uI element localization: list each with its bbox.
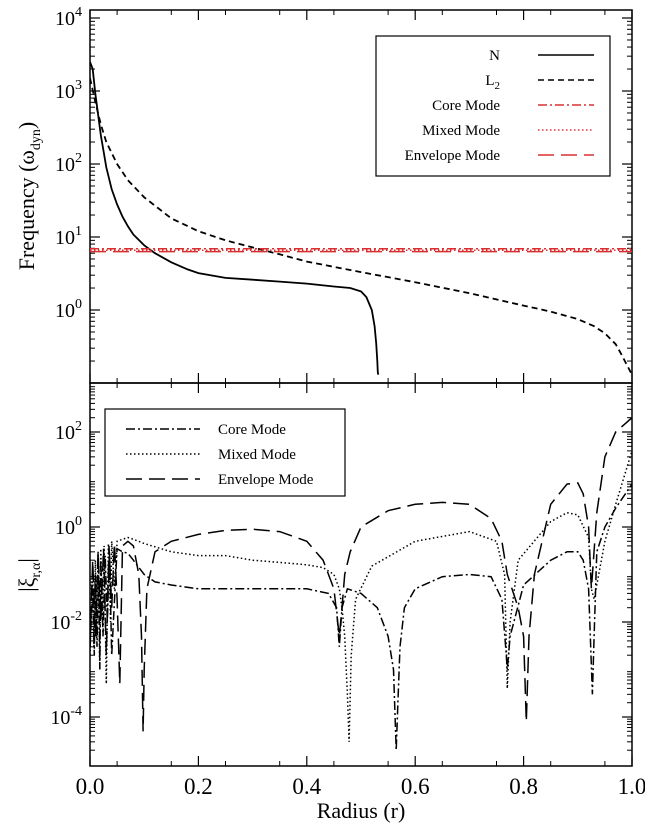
x-tick-label: 0.0 — [76, 774, 105, 799]
bottom-legend: Core Mode Mixed Mode Envelope Mode — [104, 408, 346, 497]
top-legend-label: Envelope Mode — [405, 148, 501, 164]
x-ticks: 0.0 0.2 0.4 0.6 0.8 1.0 — [76, 10, 645, 799]
x-axis-label: Radius (r) — [317, 798, 406, 823]
x-tick-label: 1.0 — [618, 774, 645, 799]
bottom-ytick-label: 10-2 — [50, 609, 82, 634]
top-series-lines — [90, 61, 632, 376]
top-series-l2 — [90, 77, 632, 376]
bottom-legend-label: Mixed Mode — [218, 447, 296, 463]
x-tick-label: 0.2 — [184, 774, 213, 799]
top-y-axis-label: Frequency (ωdyn) — [14, 122, 44, 271]
x-tick-label: 0.8 — [509, 774, 538, 799]
bottom-legend-label: Core Mode — [218, 422, 286, 438]
bottom-plot-frame — [89, 382, 633, 767]
bottom-ytick-label: 100 — [55, 514, 82, 539]
top-ytick-label: 102 — [55, 151, 82, 176]
top-ytick-label: 104 — [55, 5, 82, 30]
x-tick-label: 0.4 — [292, 774, 321, 799]
bottom-y-axis-label: |ξr,α| — [14, 558, 44, 592]
top-y-ticks: 104 103 102 101 100 — [55, 5, 632, 362]
bottom-series-core-mode — [90, 483, 632, 751]
top-series-n — [90, 61, 380, 375]
bottom-series-lines — [90, 417, 632, 751]
bottom-series-mixed-mode — [90, 450, 632, 742]
bottom-legend-box — [104, 408, 346, 497]
top-legend-label: N — [489, 48, 500, 64]
bottom-ytick-label: 102 — [55, 419, 82, 444]
top-legend-box — [375, 35, 611, 177]
top-legend-label: Core Mode — [432, 98, 500, 114]
top-ytick-label: 103 — [55, 78, 82, 103]
bottom-series-envelope-mode — [90, 417, 632, 732]
bottom-y-ticks: 102 100 10-2 10-4 — [50, 386, 632, 751]
bottom-legend-label: Envelope Mode — [218, 472, 314, 488]
bottom-ytick-label: 10-4 — [50, 704, 82, 729]
x-tick-label: 0.6 — [401, 774, 430, 799]
top-legend: N L2 Core Mode Mixed Mode Envelope Mode — [375, 35, 611, 177]
top-ytick-label: 100 — [55, 297, 82, 322]
top-ytick-label: 101 — [55, 224, 82, 249]
top-legend-label: L2 — [485, 73, 500, 92]
top-legend-label: Mixed Mode — [422, 123, 500, 139]
